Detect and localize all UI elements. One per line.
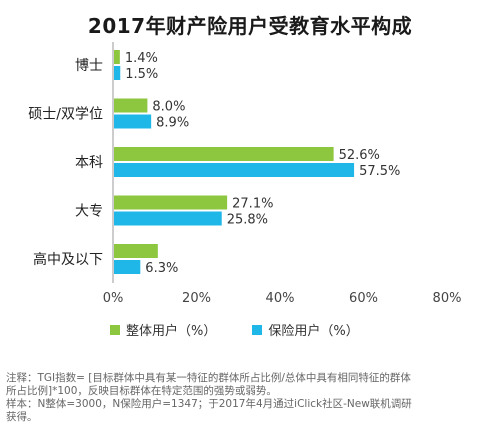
category-label: 大专 [75,204,103,220]
bar [114,195,228,210]
x-tick-label: 60% [349,291,378,306]
data-label: 52.6% [339,148,380,163]
bar [114,163,355,177]
category-label: 本科 [75,155,103,171]
data-label: 1.5% [125,67,158,82]
bar [114,244,158,258]
data-label: 1.4% [125,51,158,66]
footnote-line: 注释：TGI指数= [目标群体中具有某一特征的群体所占比例/总体中具有相同特征的… [6,372,411,384]
bar [114,147,334,161]
category-label: 高中及以下 [33,251,103,268]
data-label: 8.0% [152,100,185,115]
chart-legend: 整体用户（%） 保险用户（%） [110,320,359,339]
data-label: 27.1% [232,197,273,212]
legend-label-overall: 整体用户（%） [126,324,217,339]
category-label: 博士 [75,57,103,74]
bar [114,50,120,64]
footnote: 注释：TGI指数= [目标群体中具有某一特征的群体所占比例/总体中具有相同特征的… [6,372,496,424]
data-label: 8.9% [156,116,189,131]
legend-swatch-overall [110,324,120,335]
x-tick-label: 0% [103,291,124,306]
chart-title: 2017年财产险用户受教育水平构成 [87,14,413,38]
legend-item-overall: 整体用户（%） [110,320,216,339]
bar [114,114,152,129]
data-label: 57.5% [359,164,400,179]
x-tick-label: 40% [266,291,295,306]
footnote-line: 样本：N整体=3000，N保险用户=1347；于2017年4月通过iClick社… [6,398,412,410]
x-tick-label: 80% [433,291,462,306]
bar-chart: 0% 20% 40% 60% 80% 博士 1.4%1.5% 硕士/双学位 8.0%8.9% 本科… [28,42,462,306]
legend-swatch-insurance [252,324,263,335]
bar [114,66,121,80]
legend-label-insurance: 保险用户（%） [268,324,359,339]
category-label: 硕士/双学位 [28,107,103,123]
footnote-line: 获得。 [6,411,38,423]
bar [114,98,148,113]
data-label: 25.8% [227,213,268,228]
legend-item-insurance: 保险用户（%） [252,320,359,339]
data-label: 6.3% [145,261,178,276]
bar [114,260,141,274]
footnote-line: 所占比例]*100，反映目标群体在特定范围的强势或弱势。 [6,385,277,397]
bar [114,211,222,226]
x-tick-label: 20% [182,291,211,306]
